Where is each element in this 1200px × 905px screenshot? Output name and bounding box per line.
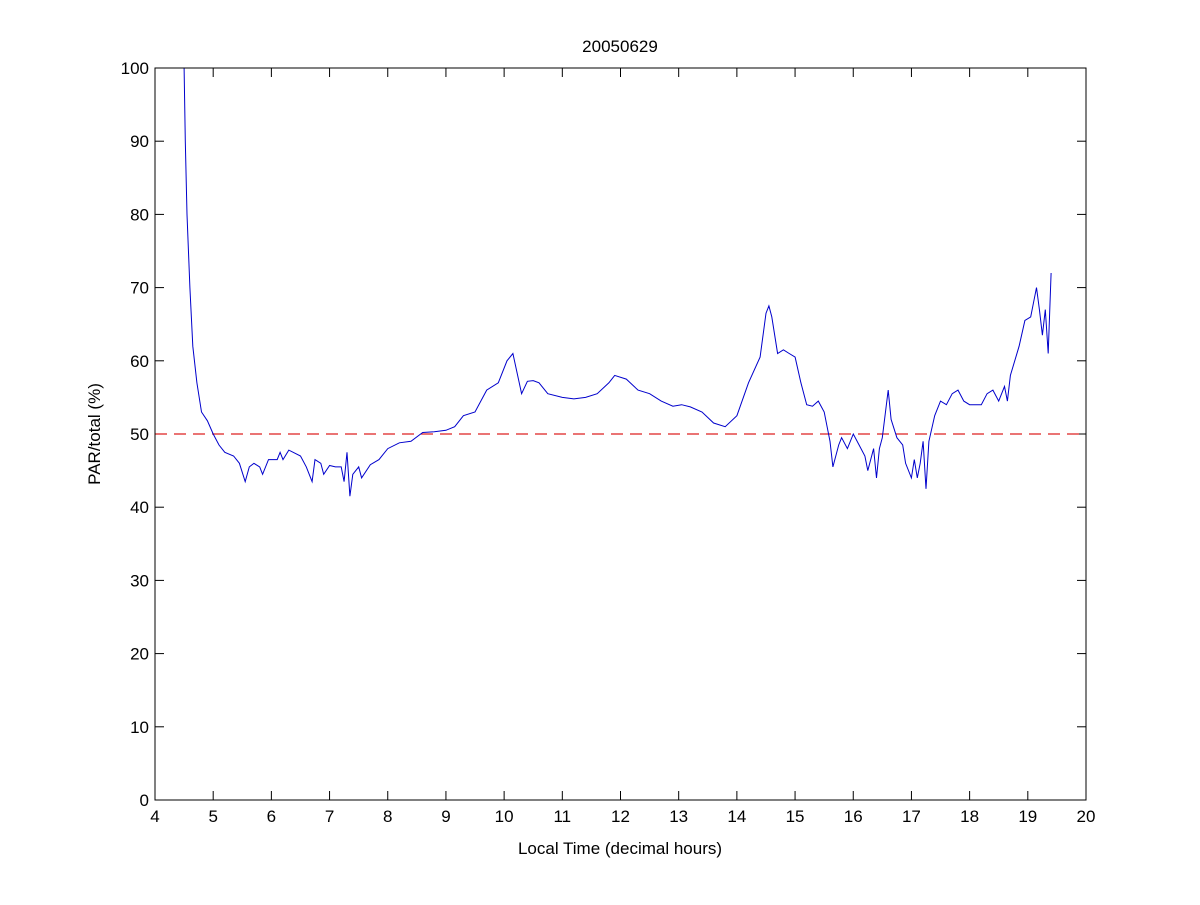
x-tick-label: 17: [902, 807, 921, 826]
y-tick-label: 70: [130, 279, 149, 298]
series-line: [183, 67, 1052, 497]
y-tick-label: 10: [130, 718, 149, 737]
chart-title: 20050629: [582, 37, 658, 56]
y-tick-label: 30: [130, 571, 149, 590]
x-tick-label: 5: [208, 807, 217, 826]
x-tick-label: 15: [786, 807, 805, 826]
x-tick-label: 4: [150, 807, 159, 826]
x-tick-label: 11: [553, 807, 571, 826]
y-tick-label: 100: [121, 59, 149, 78]
y-tick-label: 0: [140, 791, 149, 810]
y-tick-label: 50: [130, 425, 149, 444]
x-tick-label: 16: [844, 807, 863, 826]
x-tick-label: 6: [267, 807, 276, 826]
x-tick-label: 8: [383, 807, 392, 826]
x-tick-label: 14: [727, 807, 746, 826]
x-tick-label: 18: [960, 807, 979, 826]
y-tick-label: 40: [130, 498, 149, 517]
plot-frame: [154, 67, 1087, 801]
x-tick-label: 12: [611, 807, 630, 826]
y-tick-label: 60: [130, 352, 149, 371]
x-tick-label: 19: [1018, 807, 1037, 826]
x-tick-label: 10: [495, 807, 514, 826]
y-tick-label: 80: [130, 205, 149, 224]
y-tick-label: 20: [130, 645, 149, 664]
x-axis-label: Local Time (decimal hours): [518, 839, 722, 858]
x-tick-label: 20: [1077, 807, 1096, 826]
y-tick-label: 90: [130, 132, 149, 151]
x-tick-label: 7: [325, 807, 334, 826]
x-tick-label: 9: [441, 807, 450, 826]
x-tick-label: 13: [669, 807, 688, 826]
y-axis-label: PAR/total (%): [85, 383, 104, 485]
